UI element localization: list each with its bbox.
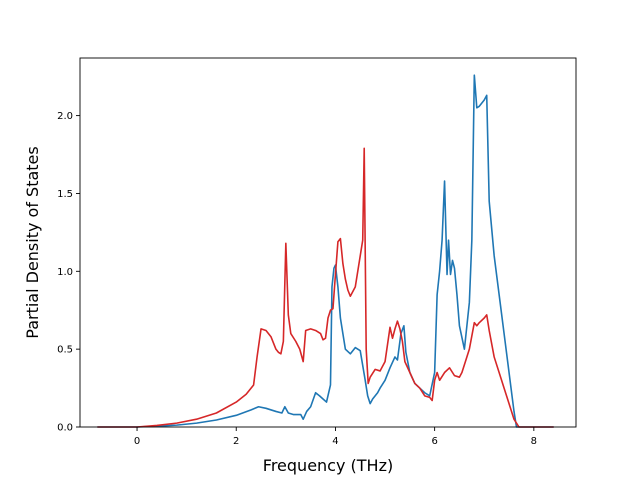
x-tick-label: 4 <box>332 436 338 447</box>
series-line-2 <box>97 147 554 428</box>
series-line-1 <box>97 74 554 428</box>
y-tick-label: 1.5 <box>57 189 73 200</box>
y-tick-label: 0.5 <box>57 345 73 356</box>
series-layer <box>97 74 554 428</box>
y-ticks: 0.0 0.5 1.0 1.5 2.0 <box>57 111 80 434</box>
plot-area-background <box>80 58 576 427</box>
x-tick-label: 6 <box>431 436 437 447</box>
y-tick-label: 2.0 <box>57 111 73 122</box>
x-axis-title: Frequency (THz) <box>263 456 393 475</box>
y-tick-label: 0.0 <box>57 423 73 434</box>
y-tick-label: 1.0 <box>57 267 73 278</box>
x-tick-label: 8 <box>531 436 537 447</box>
x-tick-label: 0 <box>134 436 140 447</box>
x-ticks: 0 2 4 6 8 <box>134 427 537 447</box>
x-tick-label: 2 <box>233 436 239 447</box>
plot-frame <box>79 57 577 428</box>
y-axis-title: Partial Density of States <box>23 146 42 338</box>
